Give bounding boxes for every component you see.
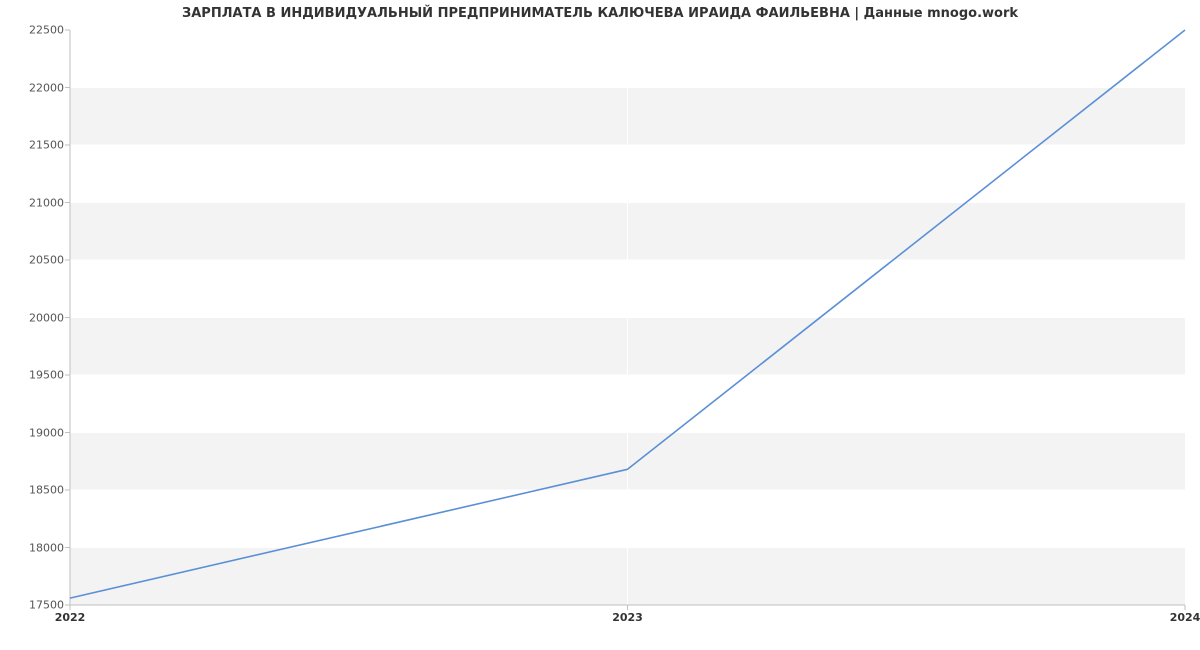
y-tick-label: 21000 bbox=[29, 196, 70, 209]
y-tick-label: 19000 bbox=[29, 426, 70, 439]
chart-title: ЗАРПЛАТА В ИНДИВИДУАЛЬНЫЙ ПРЕДПРИНИМАТЕЛ… bbox=[0, 6, 1200, 21]
salary-line-chart: ЗАРПЛАТА В ИНДИВИДУАЛЬНЫЙ ПРЕДПРИНИМАТЕЛ… bbox=[0, 0, 1200, 650]
y-tick-label: 20500 bbox=[29, 254, 70, 267]
y-tick-label: 20000 bbox=[29, 311, 70, 324]
y-tick-label: 18000 bbox=[29, 541, 70, 554]
chart-svg bbox=[70, 30, 1185, 605]
x-tick-label: 2022 bbox=[55, 605, 86, 624]
plot-area: 1750018000185001900019500200002050021000… bbox=[70, 30, 1185, 605]
x-tick-label: 2023 bbox=[612, 605, 643, 624]
y-tick-label: 19500 bbox=[29, 369, 70, 382]
y-tick-label: 22000 bbox=[29, 81, 70, 94]
y-tick-label: 21500 bbox=[29, 139, 70, 152]
x-tick-label: 2024 bbox=[1170, 605, 1200, 624]
y-tick-label: 22500 bbox=[29, 24, 70, 37]
y-tick-label: 18500 bbox=[29, 484, 70, 497]
